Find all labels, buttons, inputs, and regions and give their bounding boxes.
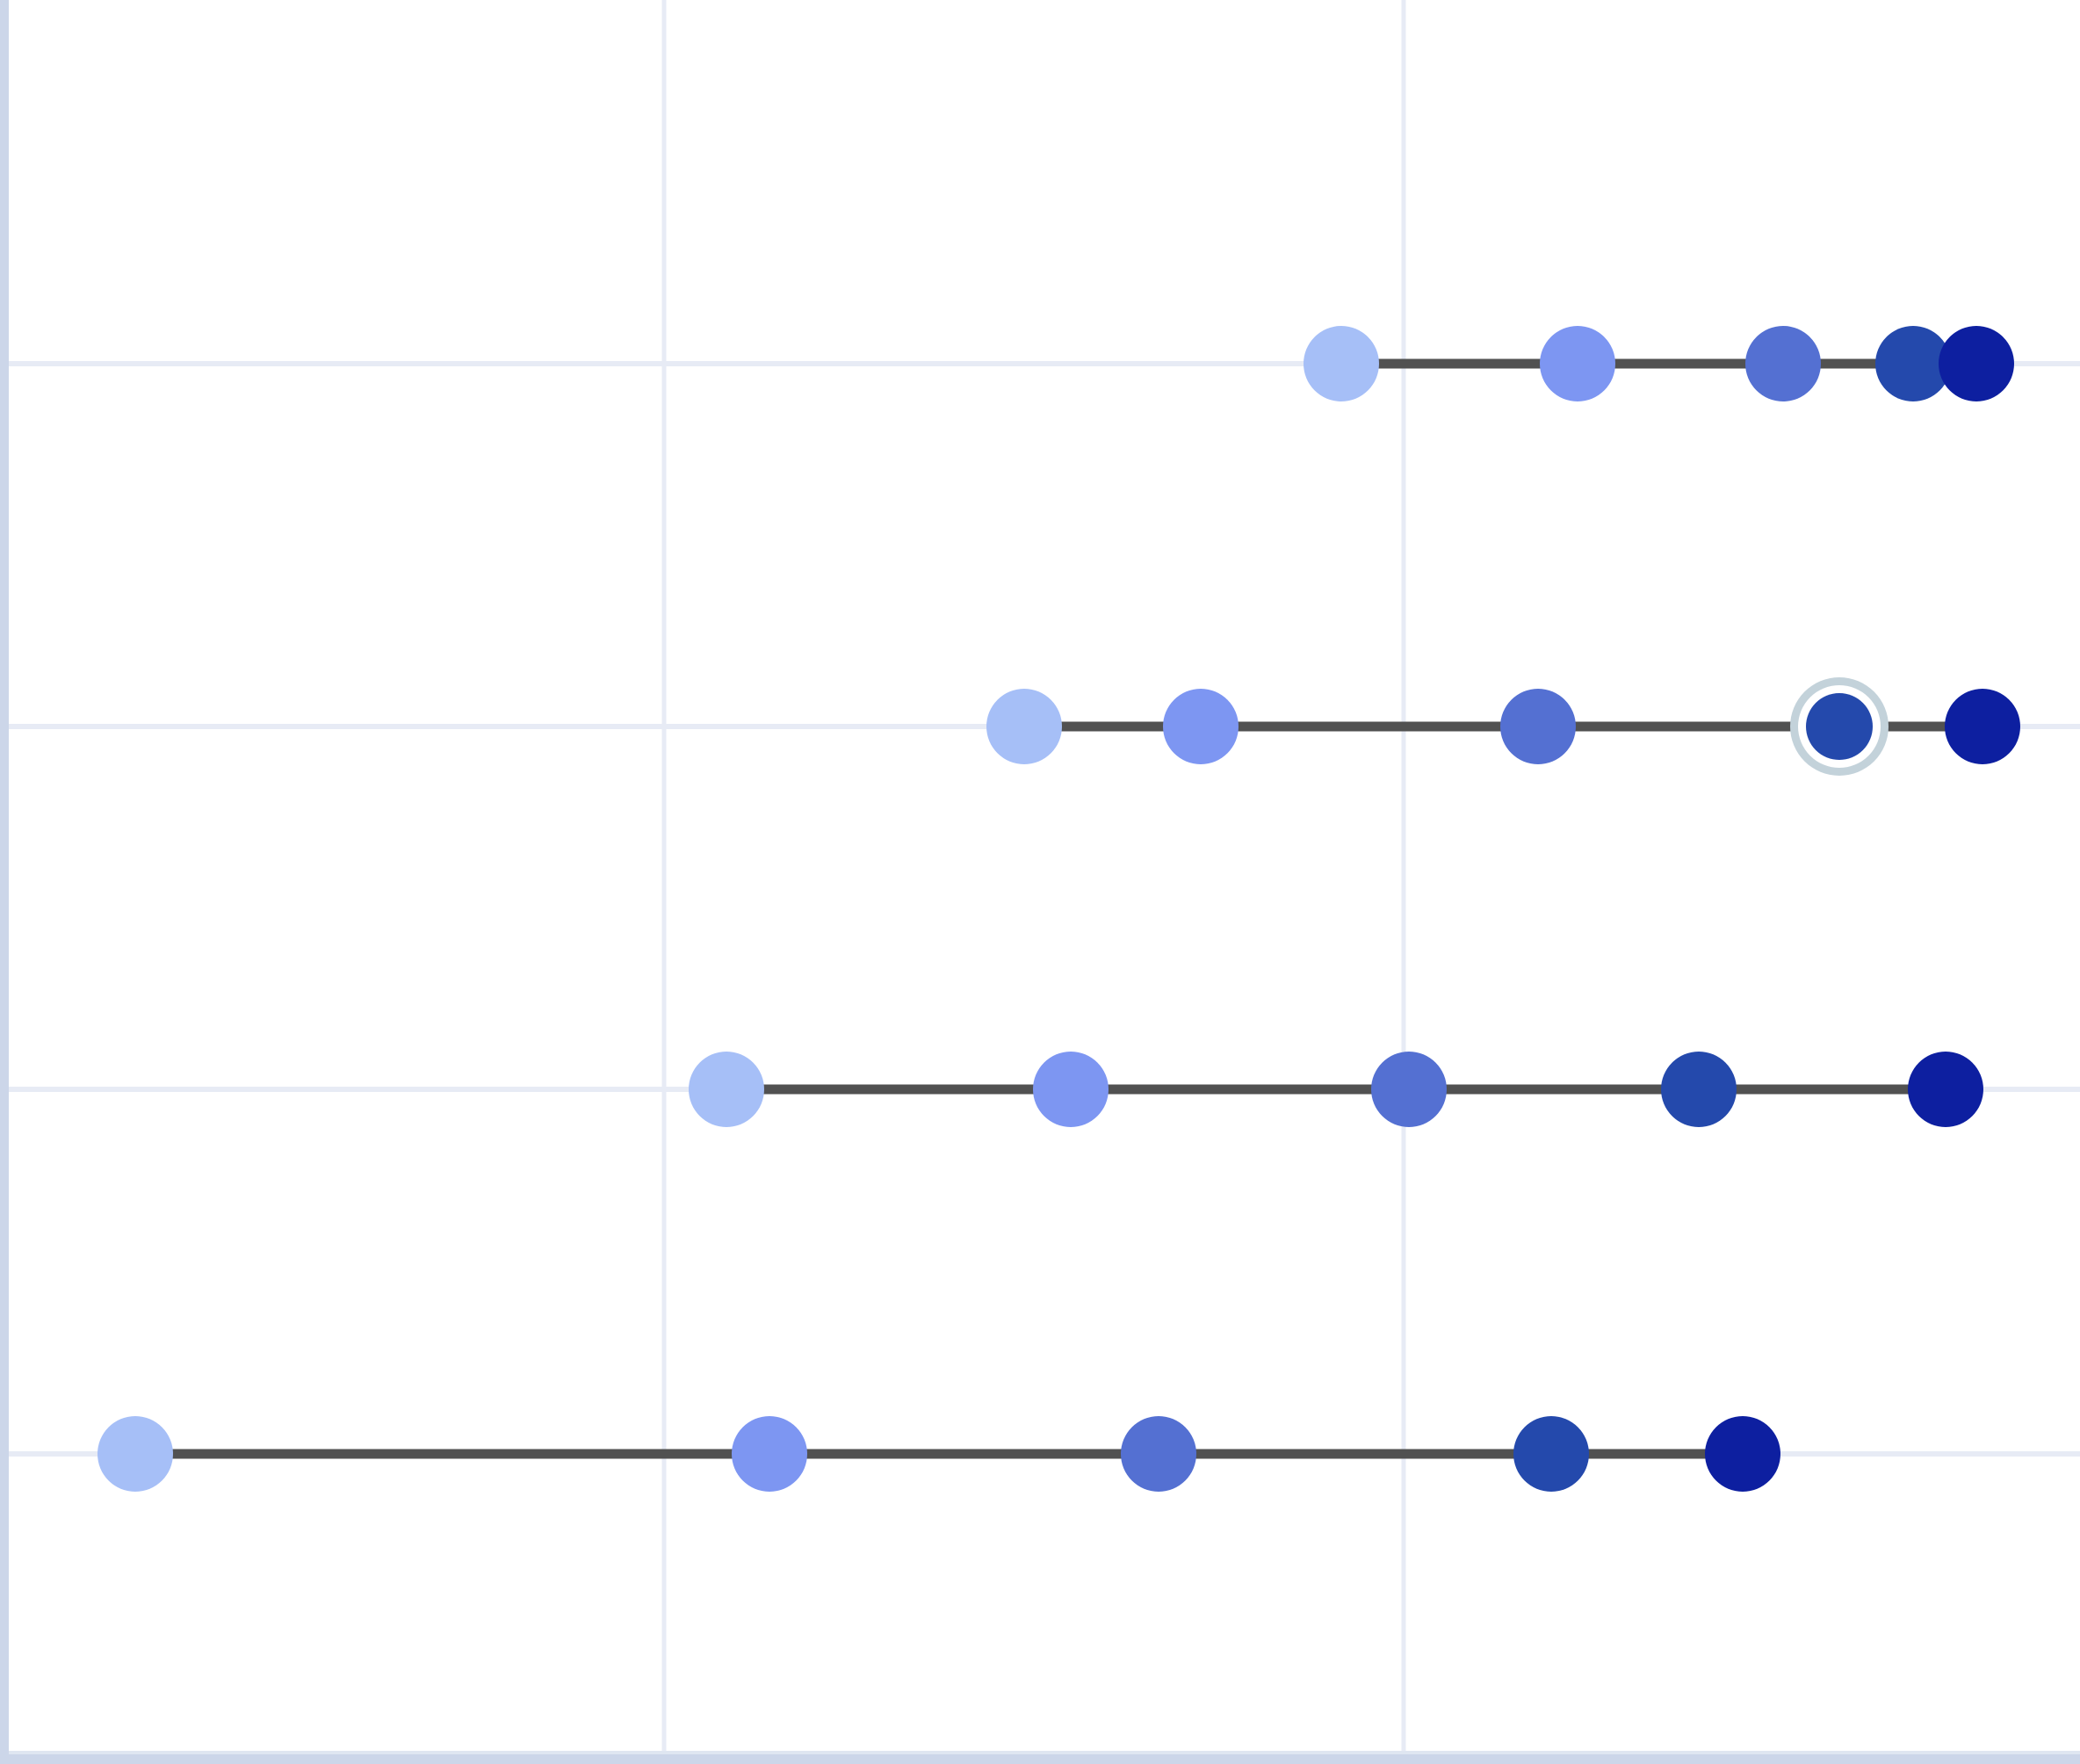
data-point[interactable] bbox=[1500, 689, 1576, 764]
data-point[interactable] bbox=[1513, 1416, 1589, 1492]
data-point[interactable] bbox=[1908, 1052, 1983, 1127]
data-point[interactable] bbox=[98, 1416, 173, 1492]
data-point[interactable] bbox=[1661, 1052, 1737, 1127]
data-point[interactable] bbox=[986, 689, 1062, 764]
page-edge-bottom bbox=[0, 1754, 2080, 1764]
data-point[interactable] bbox=[1705, 1416, 1780, 1492]
data-point[interactable] bbox=[1875, 326, 1951, 401]
data-point[interactable] bbox=[1033, 1052, 1109, 1127]
data-point-selected[interactable] bbox=[1806, 693, 1873, 760]
data-point[interactable] bbox=[1939, 326, 2014, 401]
data-point[interactable] bbox=[732, 1416, 807, 1492]
page-edge-left bbox=[0, 0, 9, 1764]
data-point[interactable] bbox=[1945, 689, 2020, 764]
data-point[interactable] bbox=[1745, 326, 1821, 401]
data-point[interactable] bbox=[1540, 326, 1615, 401]
data-point[interactable] bbox=[1304, 326, 1379, 401]
data-point[interactable] bbox=[1163, 689, 1239, 764]
data-point[interactable] bbox=[1371, 1052, 1447, 1127]
data-point[interactable] bbox=[1121, 1416, 1196, 1492]
data-point[interactable] bbox=[689, 1052, 764, 1127]
